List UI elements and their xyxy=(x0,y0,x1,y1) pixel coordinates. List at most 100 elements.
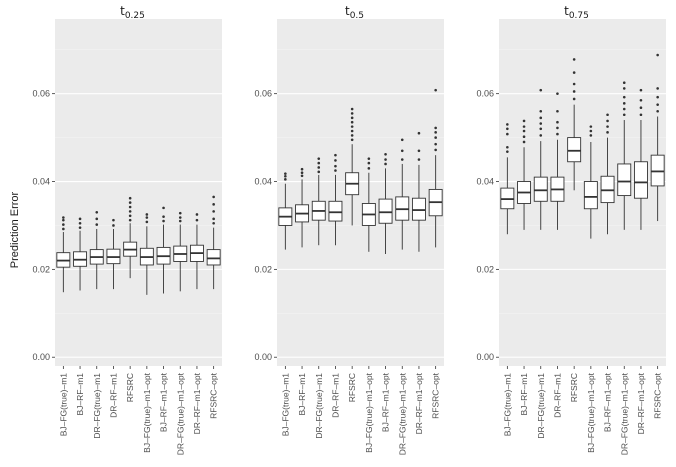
panel-background xyxy=(277,19,444,366)
outlier-point xyxy=(128,205,132,209)
outlier-point xyxy=(522,125,526,128)
outlier-point xyxy=(639,98,643,102)
x-category-label: RFSRC–opt xyxy=(653,372,663,418)
outlier-point xyxy=(539,134,543,137)
panel-background xyxy=(55,19,222,366)
box xyxy=(617,163,632,197)
outlier-point xyxy=(417,158,421,161)
outlier-point xyxy=(639,106,643,110)
y-tick-label: 0.06 xyxy=(32,89,50,99)
facet-panel-0: 0.00 0.02 0.04 0.06 BJ–FG(true)–m1 BJ–RF–m1 DR… xyxy=(32,4,222,455)
outlier-point xyxy=(589,134,593,137)
y-tick-label: 0.04 xyxy=(476,177,494,187)
outlier-point xyxy=(95,217,99,221)
outlier-point xyxy=(334,164,337,168)
outlier-point xyxy=(589,125,593,128)
x-category-label: BJ–FG(true)–m1–opt xyxy=(364,372,374,452)
outlier-point xyxy=(317,157,321,160)
x-category-label: DR–FG(true)–m1–opt xyxy=(397,372,407,455)
y-tick-label: 0.00 xyxy=(32,352,50,362)
outlier-point xyxy=(300,167,304,171)
y-tick-label: 0.00 xyxy=(254,352,272,362)
outlier-point xyxy=(417,131,421,135)
facets: 0.00 0.02 0.04 0.06 BJ–FG(true)–m1 BJ–RF–m1 DR… xyxy=(32,4,666,455)
x-category-label: BJ–FG(true)–m1 xyxy=(58,373,68,437)
outlier-point xyxy=(212,195,215,199)
x-category-label: RFSRC xyxy=(569,373,579,402)
outlier-point xyxy=(434,88,437,92)
outlier-point xyxy=(367,161,371,165)
y-axis-title: Prediction Error xyxy=(9,191,21,268)
outlier-point xyxy=(284,172,287,175)
outlier-point xyxy=(78,217,82,221)
outlier-point xyxy=(128,218,132,222)
x-category-label: DR–RF–m1 xyxy=(330,373,340,418)
outlier-point xyxy=(145,220,149,224)
outlier-point xyxy=(522,119,526,123)
box xyxy=(328,200,343,222)
x-category-label: BJ–FG(true)–m1 xyxy=(280,373,290,437)
outlier-point xyxy=(62,216,65,219)
outlier-point xyxy=(334,153,337,157)
outlier-point xyxy=(622,107,626,111)
x-category-label: DR–FG(true)–m1 xyxy=(314,373,324,439)
outlier-point xyxy=(178,216,182,219)
outlier-point xyxy=(162,215,165,218)
outlier-point xyxy=(556,92,559,95)
outlier-point xyxy=(212,217,215,221)
box xyxy=(206,249,221,266)
box xyxy=(378,198,393,224)
outlier-point xyxy=(622,113,626,117)
outlier-point xyxy=(656,87,659,90)
outlier-point xyxy=(212,203,215,206)
outlier-point xyxy=(128,210,132,213)
outlier-point xyxy=(434,131,437,134)
outlier-point xyxy=(400,138,404,142)
outlier-point xyxy=(317,161,321,165)
outlier-point xyxy=(606,131,609,134)
outlier-point xyxy=(62,223,65,226)
x-category-label: RFSRC xyxy=(125,373,135,402)
outlier-point xyxy=(178,219,182,223)
outlier-point xyxy=(606,113,609,117)
outlier-point xyxy=(350,107,354,111)
outlier-point xyxy=(434,142,437,146)
x-category-label: BJ–RF–m1 xyxy=(519,373,529,416)
outlier-point xyxy=(506,150,509,153)
outlier-point xyxy=(212,221,215,225)
outlier-point xyxy=(572,90,576,93)
outlier-point xyxy=(656,109,659,113)
outlier-point xyxy=(334,169,337,172)
outlier-point xyxy=(128,214,132,218)
outlier-point xyxy=(522,135,526,139)
outlier-point xyxy=(78,226,82,229)
facet-title-subscript: 0.5 xyxy=(350,11,364,21)
outlier-point xyxy=(506,127,509,131)
box xyxy=(583,181,598,210)
facet-title: t0.25 xyxy=(120,4,145,21)
facet-title-subscript: 0.75 xyxy=(569,11,589,21)
outlier-point xyxy=(128,201,132,204)
box xyxy=(567,137,582,163)
outlier-point xyxy=(556,120,559,124)
outlier-point xyxy=(434,148,437,152)
outlier-point xyxy=(62,227,65,231)
outlier-point xyxy=(400,149,404,153)
outlier-point xyxy=(522,140,526,144)
y-tick-label: 0.04 xyxy=(32,177,50,187)
outlier-point xyxy=(384,162,387,166)
x-category-label: DR–FG(true)–m1–opt xyxy=(175,372,185,455)
box xyxy=(633,161,648,199)
outlier-point xyxy=(539,127,543,131)
outlier-point xyxy=(572,58,576,61)
x-category-label: DR–FG(true)–m1 xyxy=(536,373,546,439)
x-category-label: BJ–RF–m1–opt xyxy=(381,372,391,432)
facet-title: t0.5 xyxy=(345,4,364,21)
x-category-label: DR–RF–m1 xyxy=(108,373,118,418)
outlier-point xyxy=(506,145,509,149)
outlier-point xyxy=(112,218,115,222)
outlier-point xyxy=(350,112,354,115)
outlier-point xyxy=(284,178,287,181)
outlier-point xyxy=(539,116,543,120)
outlier-point xyxy=(572,82,576,86)
